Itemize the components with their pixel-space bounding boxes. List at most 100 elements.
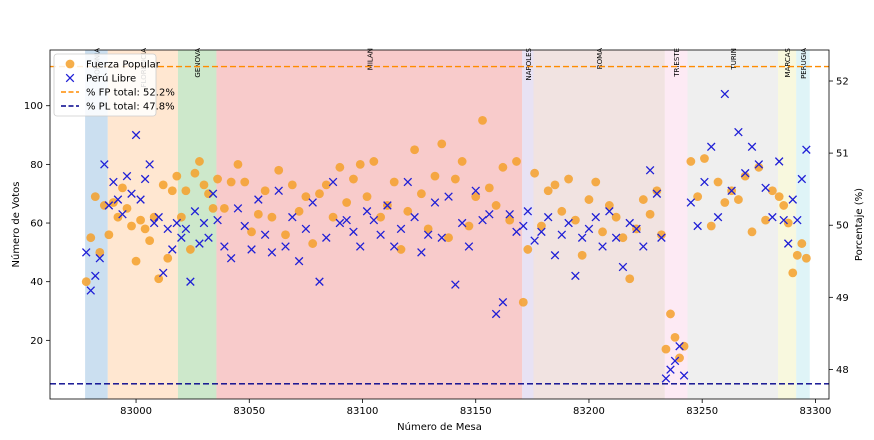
region-label-trieste: TRIESTE [673, 48, 681, 78]
point-fuerza-popular [113, 212, 123, 222]
point-fuerza-popular [204, 189, 213, 199]
point-fuerza-popular [342, 198, 352, 207]
point-fuerza-popular [774, 192, 784, 202]
point-fuerza-popular [645, 209, 655, 219]
point-peru-libre [632, 224, 641, 234]
point-peru-libre [451, 280, 460, 289]
point-peru-libre [437, 233, 447, 242]
point-fuerza-popular [267, 212, 277, 222]
point-fuerza-popular [505, 215, 515, 225]
point-fuerza-popular [122, 203, 132, 213]
point-fuerza-popular [163, 253, 173, 263]
point-fuerza-popular [287, 180, 297, 190]
point-fuerza-popular [611, 212, 621, 222]
point-fuerza-popular [557, 206, 567, 216]
point-fuerza-popular [190, 168, 200, 178]
point-peru-libre [761, 183, 770, 193]
legend-label-fp-total-52-2: % FP total: 52.2% [86, 88, 175, 99]
point-fuerza-popular [484, 183, 494, 193]
region-label-perugia: PERUGIA [800, 48, 808, 79]
point-peru-libre [591, 212, 601, 222]
point-fuerza-popular [792, 250, 802, 260]
point-peru-libre [491, 309, 501, 319]
y-right-tick-label: 52 [836, 77, 849, 88]
point-peru-libre [564, 218, 573, 228]
point-fuerza-popular [783, 218, 793, 228]
plot-frame [49, 49, 830, 400]
point-fuerza-popular [260, 186, 270, 196]
x-tick-label: 83050 [233, 406, 265, 417]
point-fuerza-popular [625, 274, 635, 284]
point-peru-libre [233, 204, 243, 213]
data-points [81, 89, 811, 383]
point-peru-libre [168, 245, 177, 254]
region-label-genova: GENOVA [194, 48, 202, 78]
point-peru-libre [625, 218, 634, 228]
point-fuerza-popular [349, 174, 358, 184]
point-peru-libre [652, 189, 662, 198]
point-peru-libre [584, 224, 594, 234]
legend: Fuerza Popular Perú Libre % FP total: 52.2… [53, 53, 175, 117]
point-peru-libre [140, 174, 150, 184]
y-right-tick-label: 50 [836, 221, 849, 232]
point-fuerza-popular [127, 221, 136, 231]
point-fuerza-popular [550, 180, 560, 190]
point-peru-libre [154, 212, 163, 222]
region-band-genova [177, 50, 217, 399]
y-tick-label: 80 [30, 160, 43, 171]
point-peru-libre [186, 277, 195, 286]
legend-label-peru-libre: Perú Libre [86, 73, 136, 85]
point-fuerza-popular [444, 233, 453, 243]
point-peru-libre [417, 248, 426, 257]
point-peru-libre [113, 195, 123, 204]
point-fuerza-popular [104, 230, 114, 240]
point-peru-libre [571, 271, 580, 281]
point-fuerza-popular [693, 192, 703, 202]
point-peru-libre [519, 221, 528, 231]
point-fuerza-popular [713, 177, 723, 187]
point-peru-libre [369, 215, 379, 225]
point-peru-libre [611, 233, 621, 242]
point-fuerza-popular [797, 239, 807, 248]
point-fuerza-popular [666, 309, 675, 319]
point-peru-libre [118, 209, 127, 219]
x-tick-label: 83250 [686, 406, 718, 417]
point-fuerza-popular [410, 145, 419, 155]
point-fuerza-popular [523, 245, 533, 254]
point-peru-libre [349, 227, 358, 237]
point-peru-libre [145, 160, 154, 169]
x-axis-label: Número de Mesa [397, 421, 482, 433]
region-label-milan: MILAN [366, 48, 374, 70]
y-tick-label: 20 [30, 336, 43, 347]
point-fuerza-popular [754, 162, 764, 172]
point-peru-libre [543, 212, 553, 222]
point-fuerza-popular [584, 195, 594, 204]
point-peru-libre [328, 177, 338, 187]
point-fuerza-popular [226, 177, 236, 187]
y-right-tick-label: 48 [836, 365, 849, 376]
legend-marker-peru-libre [65, 73, 75, 83]
point-peru-libre [530, 236, 539, 245]
point-peru-libre [464, 242, 474, 251]
region-label-marcas: MARCAS [784, 47, 792, 77]
point-peru-libre [550, 251, 560, 260]
point-fuerza-popular [301, 192, 311, 202]
point-peru-libre [478, 215, 487, 225]
point-fuerza-popular [362, 192, 372, 202]
point-peru-libre [661, 374, 671, 383]
point-fuerza-popular [518, 297, 528, 307]
legend-label-pl-total-47-8: % PL total: 47.8% [86, 102, 175, 113]
point-peru-libre [783, 239, 793, 248]
point-peru-libre [91, 271, 100, 281]
point-peru-libre [779, 215, 788, 225]
x-tick-label: 83100 [347, 406, 379, 417]
point-fuerza-popular [145, 236, 155, 246]
point-peru-libre [523, 207, 533, 216]
point-fuerza-popular [657, 230, 666, 240]
point-fuerza-popular [604, 201, 614, 210]
point-peru-libre [505, 209, 514, 219]
point-peru-libre [700, 177, 709, 187]
point-peru-libre [172, 218, 182, 228]
point-peru-libre [274, 186, 283, 196]
point-fuerza-popular [478, 115, 487, 125]
